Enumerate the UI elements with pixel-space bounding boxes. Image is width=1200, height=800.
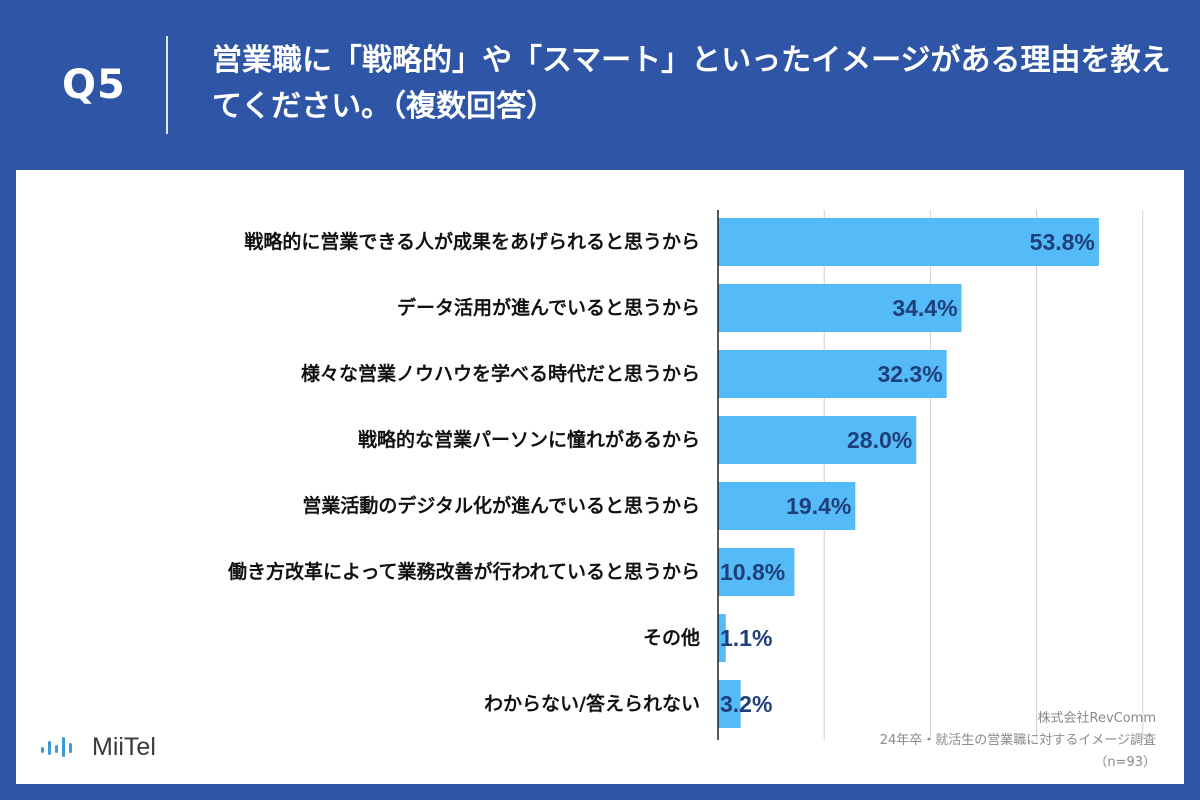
bar-chart: 戦略的に営業できる人が成果をあげられると思うから 53.8% データ活用が進んでいる… xyxy=(227,210,1144,740)
bar xyxy=(718,350,947,398)
value-label: 3.2% xyxy=(720,691,772,717)
source-note: 株式会社RevComm 24年卒・就活生の営業職に対するイメージ調査 （n=93… xyxy=(756,708,1156,774)
category-label: 営業活動のデジタル化が進んでいると思うから xyxy=(302,494,700,517)
chart-panel: 戦略的に営業できる人が成果をあげられると思うから 53.8% データ活用が進んでいる… xyxy=(16,170,1184,784)
value-label: 1.1% xyxy=(720,625,772,651)
source-sample: （n=93） xyxy=(1094,755,1156,770)
question-text: 営業職に「戦略的」や「スマート」といったイメージがある理由を教えてください。（複… xyxy=(212,43,1171,124)
source-survey: 24年卒・就活生の営業職に対するイメージ調査 xyxy=(879,733,1156,748)
value-label: 32.3% xyxy=(877,361,942,387)
value-label: 28.0% xyxy=(847,427,912,453)
category-label: データ活用が進んでいると思うから xyxy=(397,296,700,319)
audio-bars-icon xyxy=(41,737,72,757)
category-label: 戦略的に営業できる人が成果をあげられると思うから xyxy=(244,230,700,253)
category-label: 戦略的な営業パーソンに憧れがあるから xyxy=(358,428,700,451)
bar xyxy=(718,548,795,596)
question-number: Q5 xyxy=(62,62,126,108)
bar xyxy=(718,482,856,530)
bar xyxy=(718,614,726,662)
value-label: 34.4% xyxy=(892,295,957,321)
category-label: 働き方改革によって業務改善が行われていると思うから xyxy=(227,560,700,583)
bar xyxy=(718,218,1099,266)
header: Q5 営業職に「戦略的」や「スマート」といったイメージがある理由を教えてください… xyxy=(0,0,1200,170)
value-label: 10.8% xyxy=(720,559,785,585)
value-label: 19.4% xyxy=(786,493,851,519)
category-label: 様々な営業ノウハウを学べる時代だと思うから xyxy=(301,362,700,385)
bar xyxy=(718,416,917,464)
source-company: 株式会社RevComm xyxy=(1037,711,1157,726)
bar xyxy=(718,680,741,728)
miitel-logo: MiiTel xyxy=(40,732,156,762)
header-divider xyxy=(166,36,168,134)
category-label: その他 xyxy=(643,626,700,649)
logo-text: MiiTel xyxy=(92,732,156,761)
value-label: 53.8% xyxy=(1030,229,1095,255)
bar xyxy=(718,284,962,332)
category-label: わからない/答えられない xyxy=(484,692,700,715)
